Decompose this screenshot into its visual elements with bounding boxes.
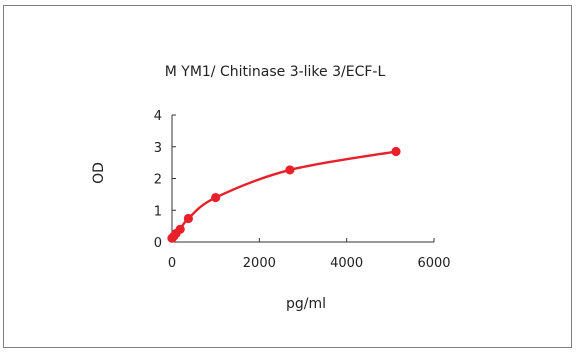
- chart-title: M YM1/ Chitinase 3-like 3/ECF-L: [165, 64, 386, 80]
- y-tick-label: 3: [154, 141, 162, 156]
- data-point: [175, 224, 185, 234]
- x-tick-label: 4000: [330, 256, 363, 271]
- x-tick-label: 0: [168, 256, 176, 271]
- y-tick-label: 1: [154, 204, 162, 219]
- axes: [171, 115, 434, 243]
- data-point: [183, 213, 193, 224]
- chart-frame: M YM1/ Chitinase 3-like 3/ECF-L 0 1 2 3 4 0 2…: [3, 5, 572, 348]
- x-axis-label: pg/ml: [286, 296, 326, 312]
- y-tick-label: 2: [154, 173, 162, 188]
- x-ticks: 0 2000 4000 6000: [168, 238, 451, 271]
- data-point: [285, 165, 295, 175]
- data-point: [211, 192, 221, 203]
- y-axis-label: OD: [91, 162, 107, 184]
- y-ticks: 0 1 2 3 4: [154, 109, 176, 251]
- y-tick-label: 0: [154, 236, 162, 251]
- x-tick-label: 2000: [243, 256, 276, 271]
- data-points: [167, 146, 401, 243]
- chart-svg: M YM1/ Chitinase 3-like 3/ECF-L 0 1 2 3 4 0 2…: [91, 64, 451, 312]
- fit-curve: [170, 150, 398, 240]
- data-point: [391, 146, 401, 157]
- y-tick-label: 4: [154, 109, 162, 124]
- x-tick-label: 6000: [417, 256, 450, 271]
